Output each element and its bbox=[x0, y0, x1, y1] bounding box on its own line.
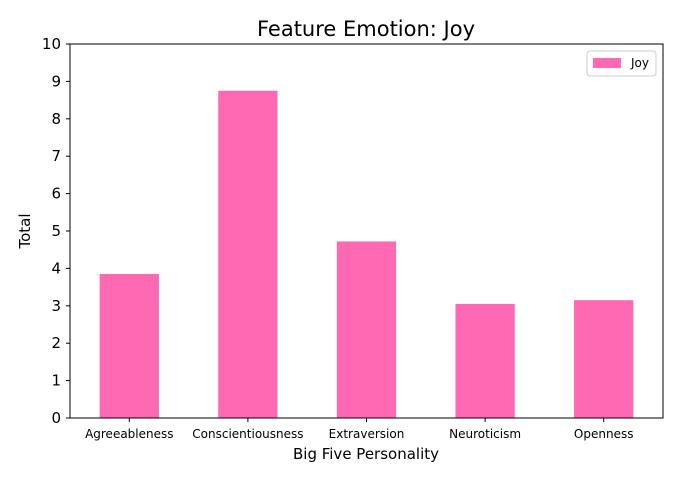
legend-box bbox=[586, 50, 657, 77]
x-axis-ticks: Agreeableness Conscientiousness Extraversi… bbox=[85, 418, 633, 441]
legend-swatch-joy bbox=[593, 58, 621, 68]
bar-neuroticism bbox=[455, 303, 515, 418]
y-tick-label: 0 bbox=[51, 409, 61, 427]
y-tick-label: 3 bbox=[51, 297, 61, 315]
y-axis-ticks: 0 1 2 3 4 5 6 7 8 9 10 bbox=[42, 35, 70, 427]
x-tick-label: Agreeableness bbox=[85, 427, 173, 441]
y-tick-label: 6 bbox=[51, 185, 61, 203]
y-tick-label: 2 bbox=[51, 334, 61, 352]
plot-frame bbox=[69, 43, 664, 419]
y-tick-label: 9 bbox=[51, 72, 61, 90]
y-tick-label: 7 bbox=[51, 147, 61, 165]
y-tick-label: 8 bbox=[51, 110, 61, 128]
y-tick-label: 5 bbox=[51, 222, 61, 240]
x-tick-label: Extraversion bbox=[329, 427, 405, 441]
bars-group bbox=[99, 90, 634, 418]
x-tick-label: Openness bbox=[574, 427, 634, 441]
y-tick-label: 10 bbox=[42, 35, 61, 53]
chart-title: Feature Emotion: Joy bbox=[257, 17, 475, 41]
bar-extraversion bbox=[336, 241, 397, 418]
y-tick-label: 1 bbox=[51, 372, 61, 390]
y-axis-label: Total bbox=[16, 213, 34, 249]
x-tick-label: Neuroticism bbox=[449, 427, 521, 441]
x-axis-label: Big Five Personality bbox=[293, 445, 439, 463]
y-tick-label: 4 bbox=[51, 259, 61, 277]
bar-openness bbox=[574, 300, 634, 418]
bar-conscientiousness bbox=[218, 90, 278, 418]
legend: Joy bbox=[586, 50, 657, 77]
x-tick-label: Conscientiousness bbox=[192, 427, 303, 441]
legend-label-joy: Joy bbox=[630, 56, 649, 70]
bar-agreeableness bbox=[99, 274, 159, 418]
